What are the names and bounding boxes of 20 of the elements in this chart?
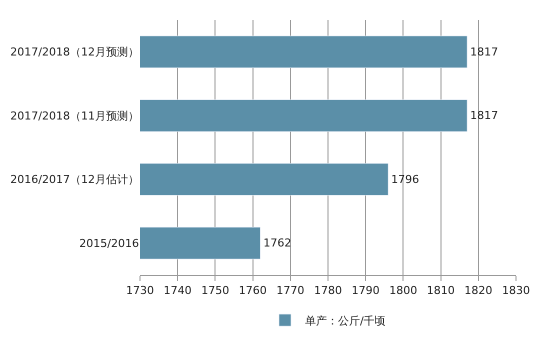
- x-tick-label: 1790: [352, 284, 380, 298]
- data-label: 1817: [470, 45, 498, 58]
- y-tick-label: 2016/2017（12月估计）: [10, 173, 139, 186]
- x-tick-label: 1740: [164, 284, 192, 298]
- data-label: 1762: [263, 236, 292, 250]
- y-tick-label: 2015/2016: [79, 236, 139, 250]
- x-tick-label: 1780: [314, 284, 342, 298]
- legend-label: 单产：公斤/千顷: [305, 314, 386, 328]
- y-tick-label: 2017/2018（11月预测）: [10, 109, 139, 122]
- x-tick-label: 1760: [238, 284, 267, 298]
- x-tick-label: 1730: [126, 284, 154, 298]
- x-tick-label: 1830: [502, 284, 530, 298]
- x-tick-label: 1750: [201, 284, 230, 298]
- x-tick-label: 1820: [464, 284, 492, 298]
- x-tick-label: 1770: [276, 284, 304, 298]
- data-label: 1796: [391, 172, 420, 186]
- x-tick-label: 1800: [389, 284, 418, 298]
- x-tick-label: 1810: [426, 284, 455, 298]
- y-tick-label: 2017/2018（12月预测）: [10, 46, 139, 59]
- data-label: 1817: [470, 109, 498, 122]
